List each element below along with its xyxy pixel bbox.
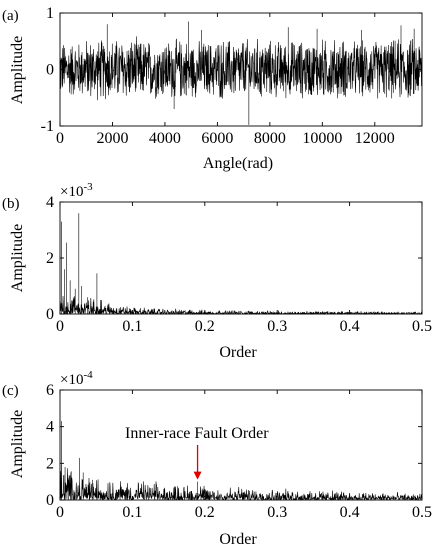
y-exponent-base: ×10 [60, 372, 83, 388]
x-tick-label: 0 [56, 130, 64, 147]
y-exponent: ×10-3 [60, 181, 93, 200]
x-tick-label: 0.4 [340, 318, 360, 335]
y-tick-label: 2 [46, 250, 54, 267]
axis-ticks: 0 2000 4000 6000 8000 10000 12000-101 [41, 5, 422, 147]
signal-path [59, 21, 423, 125]
x-tick-label: 4000 [149, 130, 181, 147]
y-axis-label: Amplitude [9, 410, 26, 478]
y-exponent-power: -4 [83, 369, 93, 381]
y-axis-label: Amplitude [9, 36, 26, 104]
panel-label: (b) [2, 196, 20, 212]
y-exponent: ×10-4 [60, 369, 93, 388]
y-exponent-base: ×10 [60, 184, 83, 200]
signal-path [59, 213, 423, 316]
x-axis-label: Order [219, 344, 257, 361]
panel-a: (a) Amplitude Angle(rad) 0 2000 4000 6000 80… [2, 5, 423, 172]
y-tick-label: 0 [46, 306, 54, 323]
x-tick-label: 0.1 [122, 504, 142, 521]
spectrum-trace [59, 213, 423, 316]
x-tick-label: 8000 [254, 130, 286, 147]
x-tick-label: 0.3 [267, 504, 287, 521]
y-tick-label: 4 [46, 419, 54, 436]
panel-label: (a) [2, 8, 19, 24]
x-tick-label: 6000 [201, 130, 233, 147]
y-tick-label: -1 [41, 118, 54, 135]
signal-trace [59, 21, 423, 125]
signal-path [59, 421, 423, 502]
axis-ticks: 0 0.1 0.2 0.3 0.4 0.5 0 2 4 [46, 194, 432, 335]
y-tick-label: 1 [46, 5, 54, 22]
axis-ticks: 0 0.1 0.2 0.3 0.4 0.5 0 2 4 6 [46, 382, 432, 521]
panel-label: (c) [2, 383, 19, 399]
plot-frame [59, 201, 423, 315]
x-tick-label: 0.4 [340, 504, 360, 521]
y-tick-label: 6 [46, 382, 54, 399]
x-tick-label: 0 [56, 504, 64, 521]
x-tick-label: 0.5 [412, 318, 432, 335]
y-tick-label: 2 [46, 455, 54, 472]
fault-arrow [193, 445, 202, 480]
y-axis-label: Amplitude [9, 224, 26, 292]
panel-b: (b) ×10-3 Amplitude Order 0 0.1 0.2 0.3 0.4 0… [2, 181, 432, 361]
x-tick-label: 0.5 [412, 504, 432, 521]
y-tick-label: 4 [46, 194, 54, 211]
plot-frame [59, 389, 423, 501]
plot-frame [59, 12, 423, 127]
x-tick-label: 0.2 [195, 504, 215, 521]
spectrum-trace [59, 421, 423, 502]
y-tick-label: 0 [46, 62, 54, 79]
x-tick-label: 0.2 [195, 318, 215, 335]
arrow-head [193, 471, 202, 480]
fault-annotation-label: Inner-race Fault Order [125, 425, 269, 442]
y-exponent-power: -3 [83, 181, 93, 193]
x-axis-label: Order [219, 531, 257, 548]
x-tick-label: 10000 [302, 130, 342, 147]
x-tick-label: 0.3 [267, 318, 287, 335]
x-tick-label: 0.1 [122, 318, 142, 335]
y-tick-label: 0 [46, 492, 54, 509]
x-tick-label: 2000 [96, 130, 128, 147]
x-tick-label: 12000 [355, 130, 395, 147]
panel-c: (c) ×10-4 Amplitude Order 0 0.1 0.2 0.3 0.4 0… [2, 369, 432, 548]
x-axis-label: Angle(rad) [203, 155, 273, 172]
x-tick-label: 0 [56, 318, 64, 335]
